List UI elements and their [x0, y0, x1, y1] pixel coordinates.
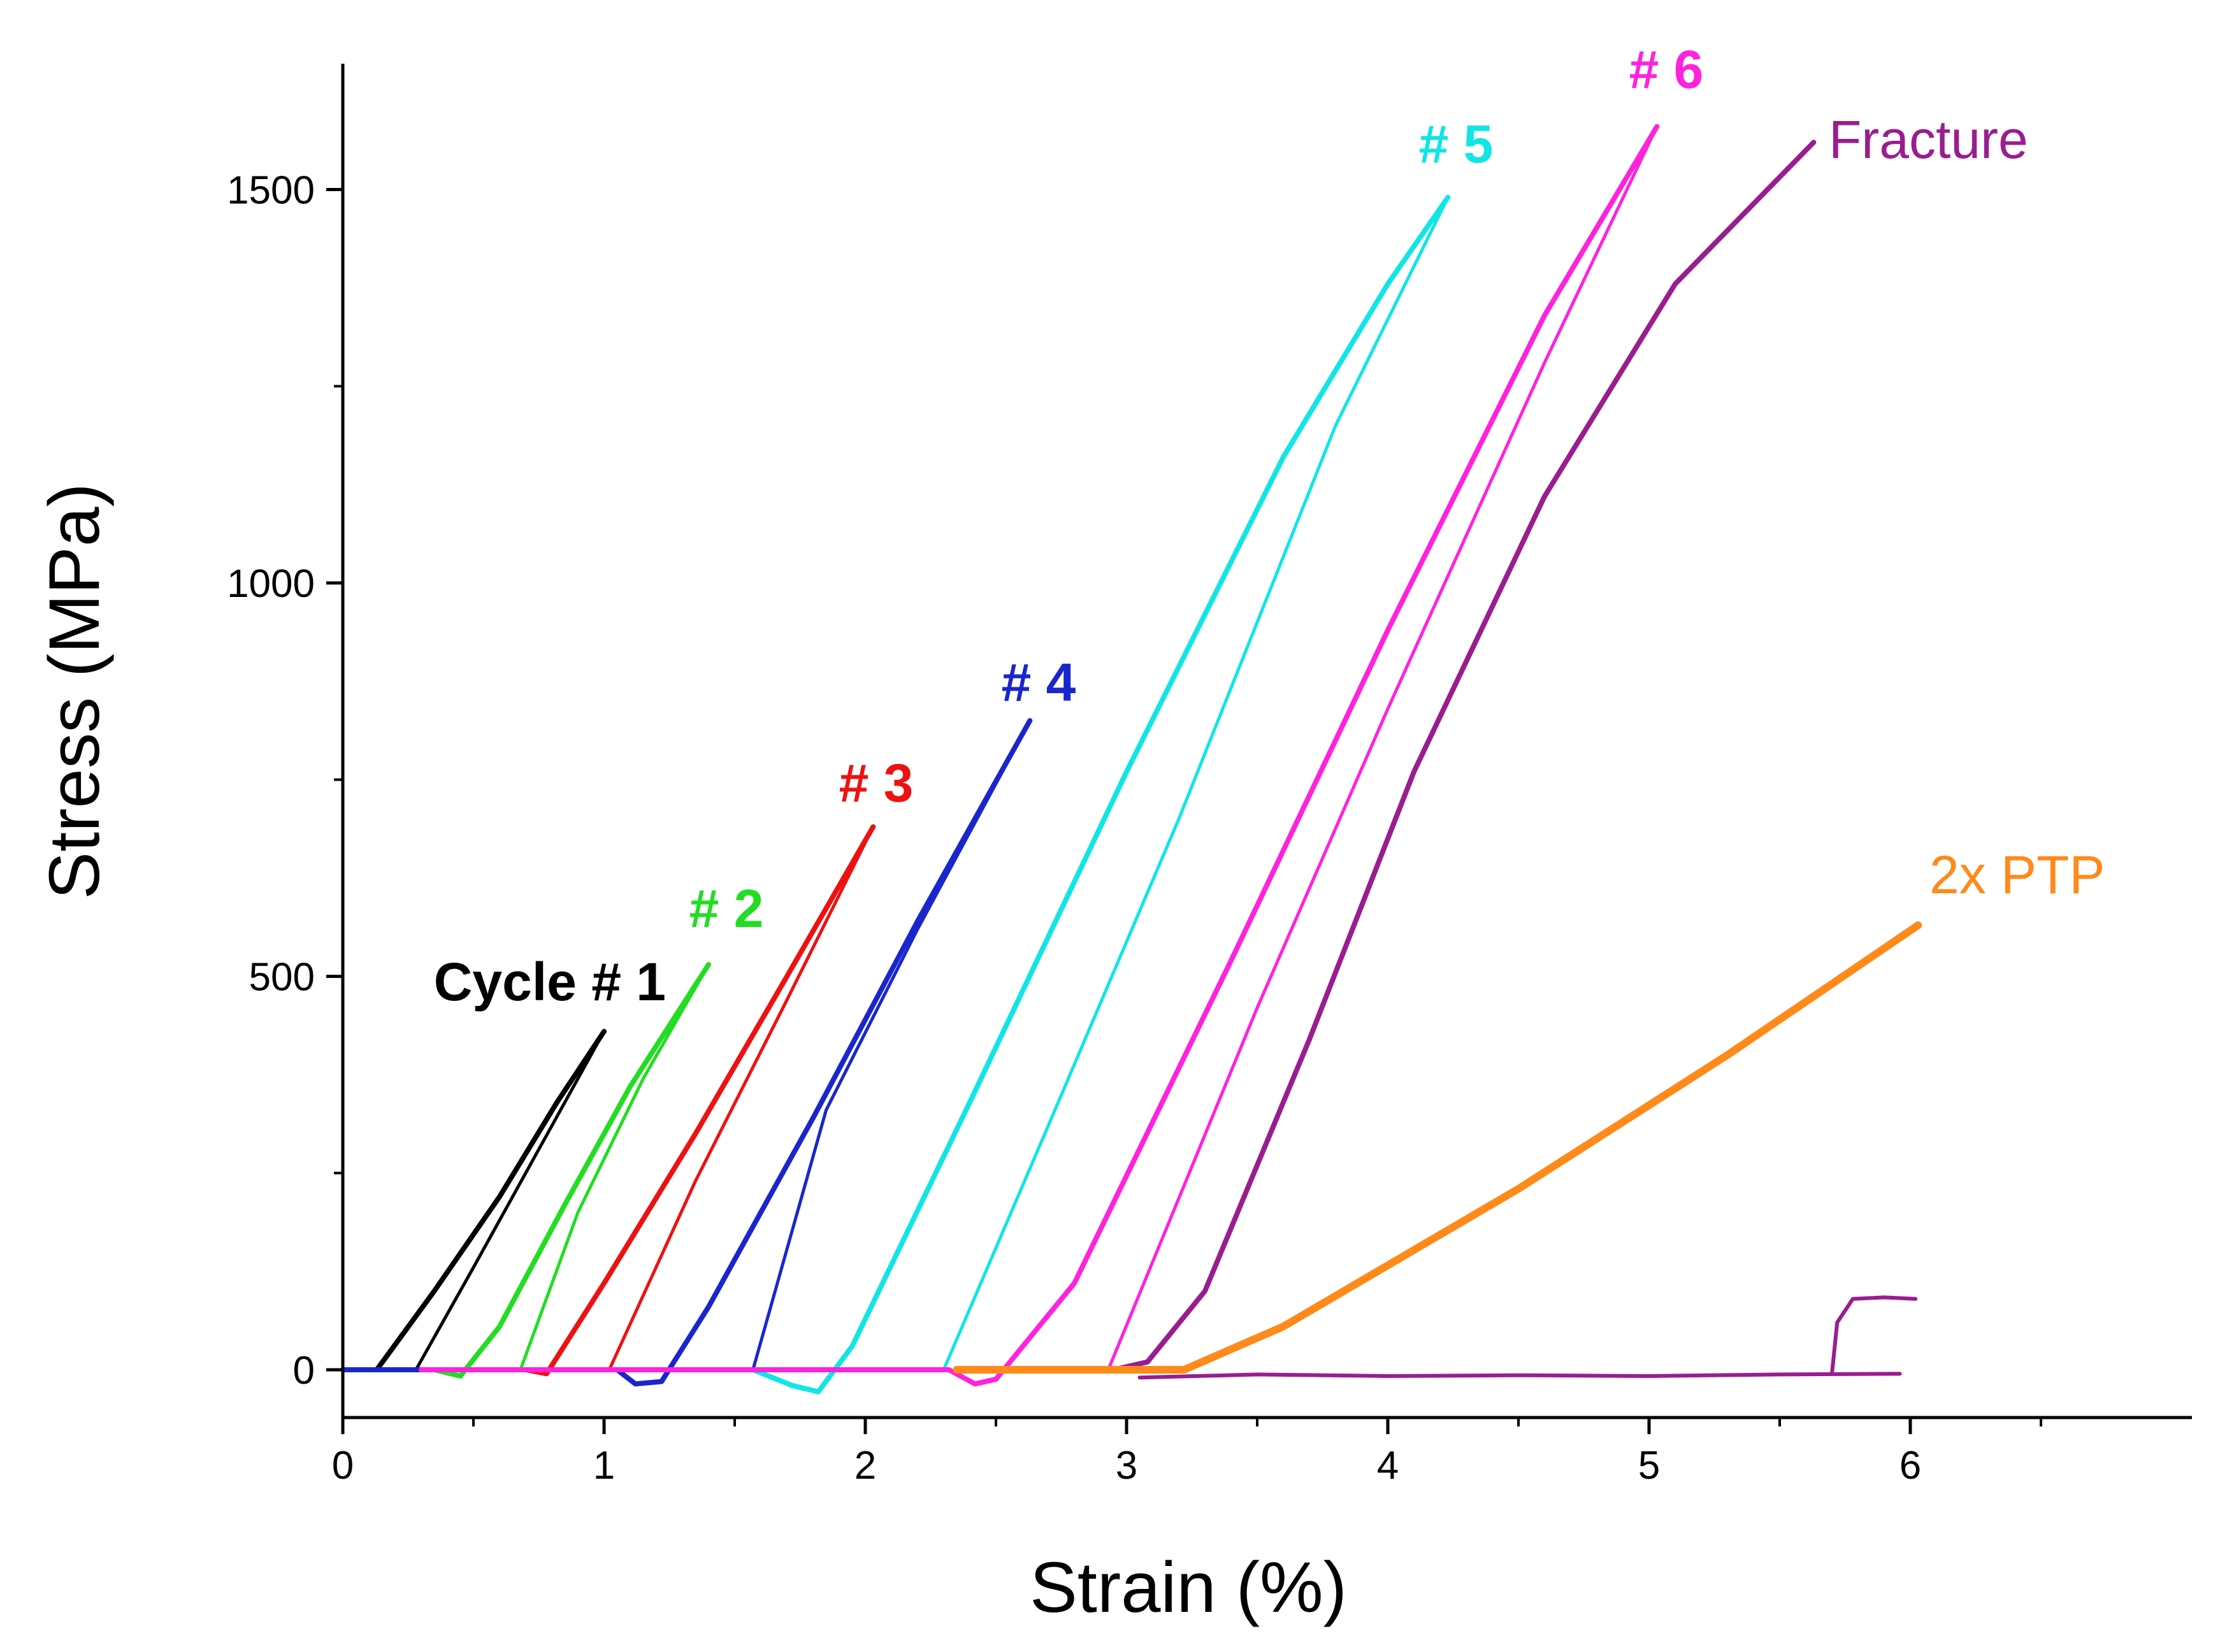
series-unloading-line — [751, 719, 1032, 1372]
x-tick-label: 4 — [1377, 1444, 1399, 1488]
y-tick-label: 500 — [249, 956, 315, 1000]
y-tick-label: 1000 — [227, 562, 315, 606]
series-label: Cycle # 1 — [434, 952, 666, 1012]
series-4 — [750, 194, 1451, 1395]
x-axis-ticks: 0 1 2 3 4 5 6 — [332, 1418, 2042, 1488]
series-label: # 2 — [689, 879, 764, 938]
series-label: # 5 — [1419, 114, 1494, 174]
annotation-trace — [1830, 1295, 1918, 1376]
y-axis-ticks: 0 500 1000 1500 — [227, 169, 343, 1393]
series-unloading-line — [1106, 125, 1659, 1372]
series-unloading-line — [519, 963, 710, 1372]
series-labels: Cycle # 1 # 2 # 3 # 4 # 5 # 6 Fracture 2x PTP — [434, 40, 2105, 1012]
x-tick-label: 3 — [1116, 1444, 1137, 1488]
series-unloading-line — [942, 196, 1450, 1372]
y-axis-title: Stress (MPa) — [34, 483, 114, 899]
x-tick-label: 1 — [593, 1444, 615, 1488]
series-loading-line — [374, 1028, 607, 1372]
series-5 — [419, 124, 1660, 1387]
x-tick-label: 5 — [1638, 1444, 1660, 1488]
series-loading-line — [953, 921, 1922, 1374]
y-tick-label: 0 — [293, 1349, 315, 1393]
x-tick-label: 6 — [1899, 1444, 1921, 1488]
series-loading-line — [419, 124, 1660, 1387]
x-axis-title: Strain (%) — [1030, 1548, 1347, 1627]
series-label: # 6 — [1629, 40, 1704, 99]
series-label: # 3 — [839, 753, 914, 813]
series-6 — [1111, 140, 1902, 1380]
series-unloading-line — [607, 825, 875, 1372]
series-7 — [953, 921, 1922, 1374]
series-unloading-line — [414, 1030, 606, 1372]
y-tick-label: 1500 — [227, 169, 315, 213]
series-0 — [374, 1028, 607, 1372]
x-tick-label: 0 — [332, 1444, 354, 1488]
series-loading-line — [1111, 140, 1817, 1372]
series-tail-line — [1137, 1372, 1902, 1380]
x-tick-label: 2 — [854, 1444, 876, 1488]
series-layer — [340, 124, 1922, 1395]
series-label: 2x PTP — [1929, 845, 2105, 905]
series-label: # 4 — [1002, 652, 1076, 712]
series-label: Fracture — [1829, 110, 2028, 169]
series-loading-line — [750, 194, 1451, 1395]
